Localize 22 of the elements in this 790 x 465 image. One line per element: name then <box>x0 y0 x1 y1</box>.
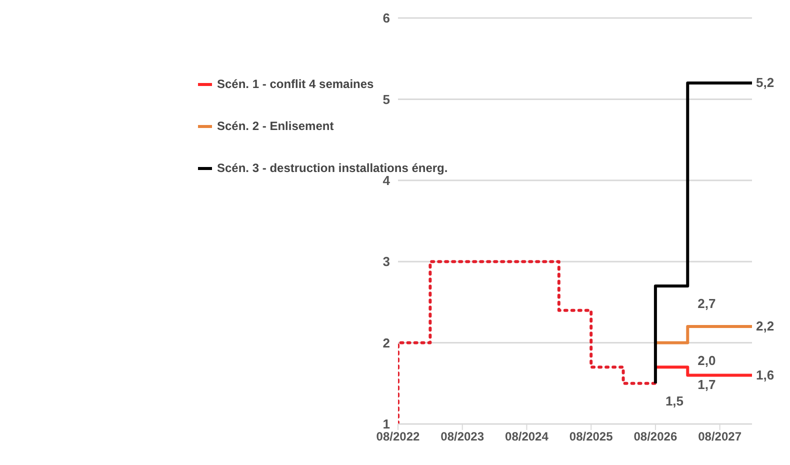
data-label: 1,7 <box>698 377 716 392</box>
legend-label: Scén. 2 - Enlisement <box>217 119 334 133</box>
y-tick-label: 2 <box>382 335 390 350</box>
x-tick-label: 08/2024 <box>505 430 549 444</box>
data-label: 2,0 <box>698 352 716 368</box>
y-tick-label: 4 <box>382 173 391 188</box>
x-tick-label: 08/2027 <box>698 430 742 444</box>
y-tick-label: 3 <box>382 254 390 270</box>
x-tick-label: 08/2022 <box>376 430 420 444</box>
data-label: 5,2 <box>756 74 774 90</box>
legend-label: Scén. 1 - conflit 4 semaines <box>217 77 374 91</box>
data-label: 2,2 <box>756 318 774 334</box>
legend-label: Scén. 3 - destruction installations énerg. <box>217 161 448 175</box>
x-tick-label: 08/2023 <box>440 430 484 444</box>
x-tick-label: 08/2026 <box>634 430 678 444</box>
y-tick-label: 6 <box>382 10 390 26</box>
data-label: 2,7 <box>698 296 716 311</box>
data-label: 1,5 <box>665 393 684 408</box>
data-label: 1,6 <box>756 367 774 382</box>
x-tick-label: 08/2025 <box>569 430 614 444</box>
y-tick-label: 5 <box>382 92 390 107</box>
y-tick-label: 1 <box>382 416 390 432</box>
